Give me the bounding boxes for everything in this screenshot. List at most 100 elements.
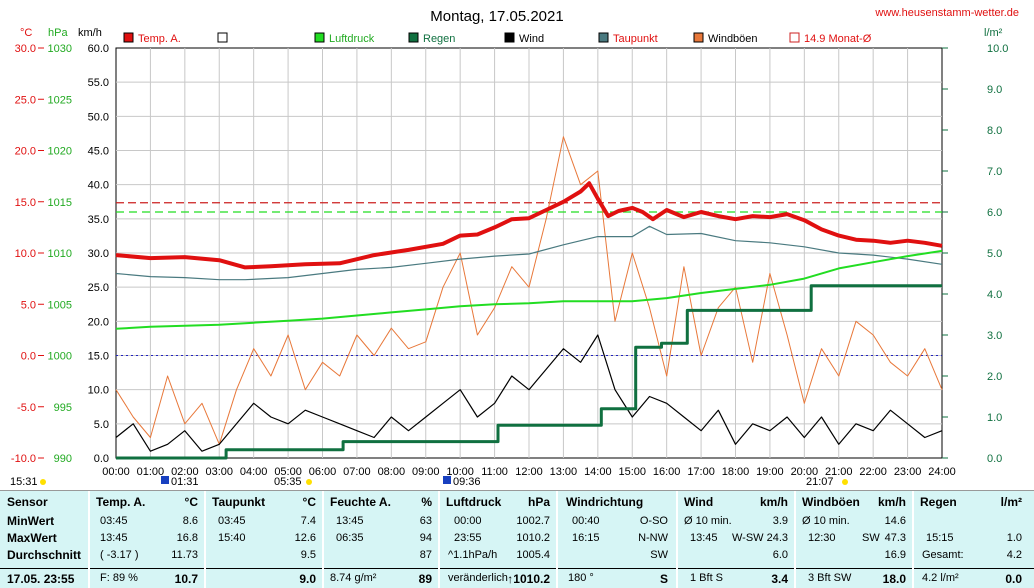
wind-tick-label: 35.0 [88, 214, 109, 226]
col-unit: °C [184, 495, 198, 509]
footer-value: 10.7 [174, 572, 198, 586]
x-tick-label: 07:00 [343, 466, 371, 478]
cell-value: 3.9 [772, 515, 788, 527]
unit-rain: l/m² [984, 27, 1003, 39]
x-tick-label: 16:00 [653, 466, 681, 478]
rain-tick-label: 4.0 [987, 289, 1002, 301]
legend-label: Windböen [708, 33, 758, 45]
wind-tick-label: 15.0 [88, 351, 109, 363]
wind-tick-label: 45.0 [88, 146, 109, 158]
col-rain: Regen l/m² 15:15 1.0 Gesamt: 4.2 4.2 l/m… [914, 491, 1034, 588]
divider [440, 568, 556, 569]
cell-time: 15:15 [926, 532, 954, 544]
unit-pressure: hPa [48, 27, 68, 39]
cell-value: 1005.4 [516, 549, 550, 561]
col-header: Feuchte A. [330, 495, 391, 509]
footer-label: 180 ° [568, 572, 594, 584]
rain-tick-label: 7.0 [987, 166, 1002, 178]
temp-tick-label: 5.0 [21, 299, 36, 311]
cell-time: 23:55 [454, 532, 482, 544]
cell-time: 00:40 [572, 515, 600, 527]
temp-tick-label: 15.0 [15, 197, 36, 209]
rain-tick-label: 3.0 [987, 330, 1002, 342]
x-tick-label: 17:00 [687, 466, 715, 478]
x-tick-label: 02:00 [171, 466, 199, 478]
col-header: Wind [684, 495, 714, 509]
rain-tick-label: 0.0 [987, 453, 1002, 465]
legend-label: Wind [519, 33, 544, 45]
cell-value: 94 [419, 532, 432, 544]
legend-label: 14.9 Monat-Ø [804, 33, 872, 45]
unit-temp: °C [20, 27, 32, 39]
footer-value: 89 [418, 572, 432, 586]
legend-label: Regen [423, 33, 455, 45]
temp-tick-label: 30.0 [15, 43, 36, 55]
cell-dir: SW [862, 532, 880, 544]
wind-tick-label: 5.0 [94, 419, 109, 431]
marker-sunrise: 05:35 [274, 476, 302, 488]
cell-value: 12.6 [294, 532, 316, 544]
x-tick-label: 23:00 [894, 466, 922, 478]
marker-left-time: 15:31 [10, 476, 38, 488]
col-pressure: Luftdruck hPa 00:00 1002.7 23:55 1010.2 … [440, 491, 558, 588]
cell-value: 11.73 [171, 549, 198, 561]
chart-grid [115, 47, 943, 459]
cell-time: 13:45 [690, 532, 718, 544]
temp-tick-label: 20.0 [15, 146, 36, 158]
chart-axes: 00:00 01:00 02:00 03:00 04:00 05:00 06:00 07:00… [11, 43, 1009, 478]
cell-label: Gesamt: [922, 549, 964, 561]
cell-value: O-SO [639, 515, 668, 527]
legend-label: Temp. A. [138, 33, 181, 45]
divider [558, 568, 676, 569]
wind-tick-label: 40.0 [88, 180, 109, 192]
summary-table: Sensor MinWert MaxWert Durchschnitt 17.0… [0, 490, 1034, 588]
sun-icon [306, 479, 312, 485]
temp-tick-label: 25.0 [15, 94, 36, 106]
divider [914, 568, 1034, 569]
wind-tick-label: 20.0 [88, 316, 109, 328]
cell-trend: ^1.1hPa/h [448, 549, 498, 561]
cell-label: Ø 10 min. [802, 515, 850, 527]
cell-dir: W-SW [732, 532, 764, 544]
x-tick-label: 01:00 [137, 466, 165, 478]
cell-value: 1002.7 [516, 515, 550, 527]
col-unit: km/h [877, 495, 906, 509]
x-tick-label: 00:00 [102, 466, 130, 478]
col-humidity: Feuchte A. % 13:45 63 06:35 94 87 8.74 g… [324, 491, 440, 588]
pressure-tick-label: 1030 [48, 43, 72, 55]
sun-icon [842, 479, 848, 485]
cell-value: SW [650, 549, 668, 561]
rain-tick-label: 9.0 [987, 84, 1002, 96]
series-line-windb-en [115, 136, 943, 445]
footer-value: 0.0 [1005, 572, 1022, 586]
cell-value: 24.3 [766, 532, 788, 544]
cell-value: 6.0 [772, 549, 788, 561]
cell-value: 1010.2 [516, 532, 550, 544]
x-tick-label: 12:00 [515, 466, 543, 478]
x-tick-label: 14:00 [584, 466, 612, 478]
col-header: Taupunkt [212, 495, 266, 509]
footer-label: 3 Bft SW [808, 572, 852, 584]
col-header: Windrichtung [566, 495, 644, 509]
wind-tick-label: 55.0 [88, 77, 109, 89]
cell-time: 03:45 [218, 515, 246, 527]
wind-tick-label: 50.0 [88, 111, 109, 123]
pressure-tick-label: 995 [54, 402, 72, 414]
pressure-tick-label: 1025 [48, 94, 72, 106]
divider [0, 568, 88, 569]
legend-swatch [217, 32, 228, 43]
col-unit: % [421, 495, 432, 509]
cell-value: 7.4 [300, 515, 316, 527]
cell-time: 03:45 [100, 515, 128, 527]
astro-markers: 15:31 01:31 05:35 09:36 21:07 [10, 476, 848, 488]
rain-tick-label: 8.0 [987, 125, 1002, 137]
cell-value: 16.8 [176, 532, 198, 544]
series-line-temp-a [115, 181, 943, 270]
col-gust: Windböen km/h Ø 10 min. 14.6 12:30 SW 47… [796, 491, 914, 588]
row-label: Durchschnitt [7, 548, 82, 562]
x-tick-label: 20:00 [791, 466, 819, 478]
footer-label: veränderlich [448, 572, 508, 584]
x-tick-label: 05:00 [274, 466, 302, 478]
col-temp: Temp. A. °C 03:45 8.6 13:45 16.8 ( -3.17… [90, 491, 206, 588]
x-tick-label: 15:00 [618, 466, 646, 478]
